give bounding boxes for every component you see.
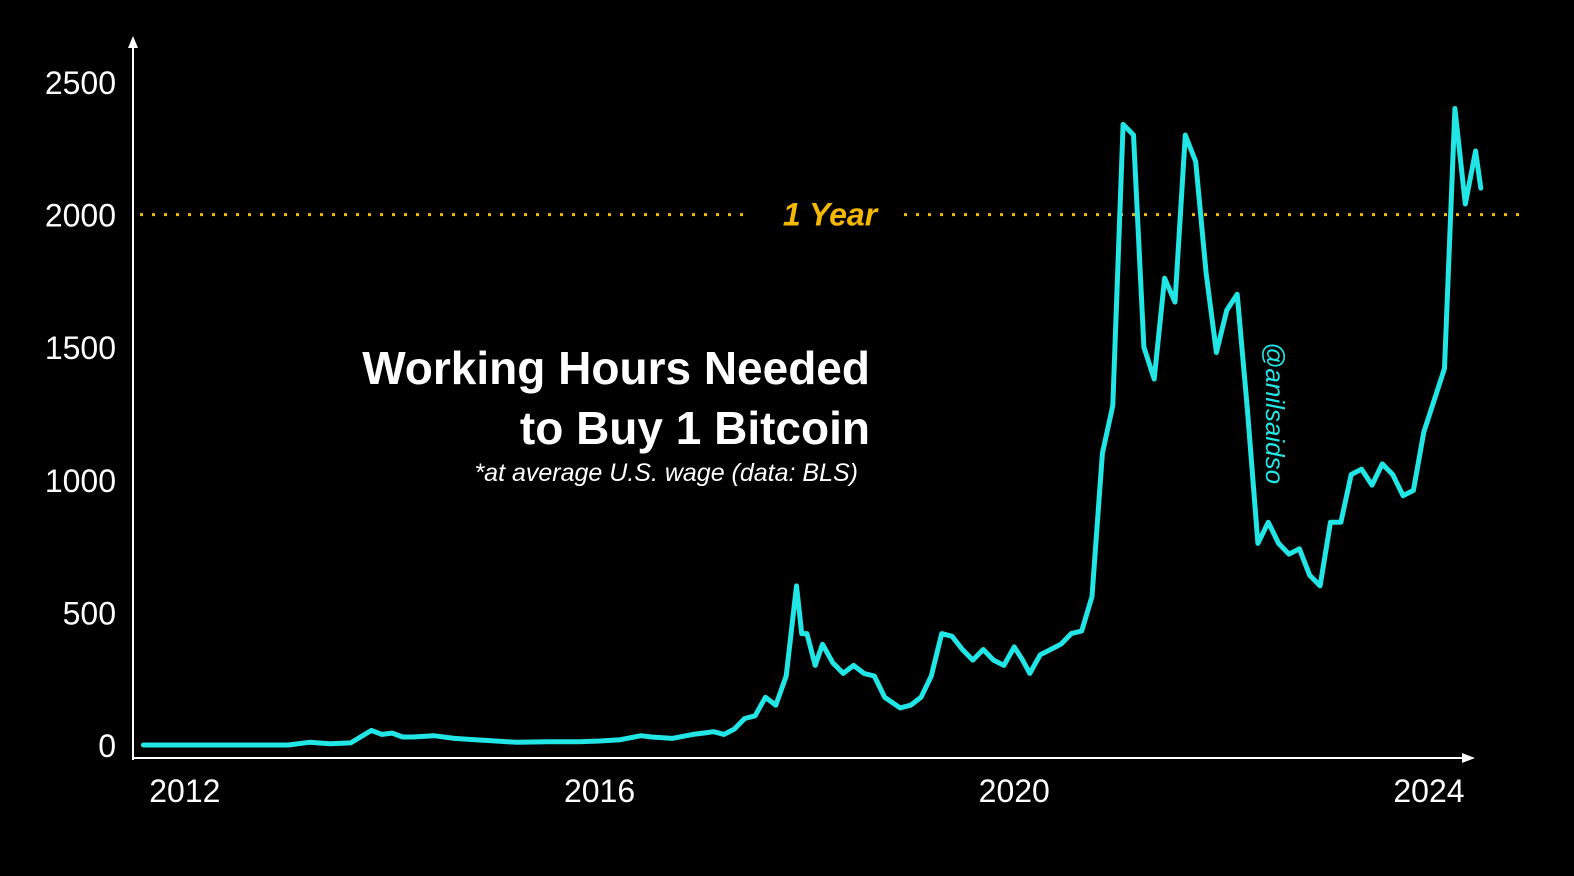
- y-tick-label: 2500: [45, 65, 116, 101]
- series-line-working-hours: [140, 106, 1484, 748]
- x-tick-labels: 2012 2016 2020 2024: [149, 773, 1464, 809]
- axes: [128, 36, 1475, 763]
- y-tick-labels: 0 500 1000 1500 2000 2500: [45, 65, 116, 764]
- chart-title-line1: Working Hours Needed: [362, 342, 870, 394]
- y-tick-label: 500: [63, 595, 116, 631]
- x-axis-arrow: [1462, 753, 1475, 763]
- author-credit: @anilsaidso: [1260, 342, 1290, 484]
- y-tick-label: 2000: [45, 198, 116, 234]
- reference-line-label: 1 Year: [783, 197, 879, 233]
- x-tick-label: 2016: [564, 773, 635, 809]
- y-tick-label: 0: [98, 728, 116, 764]
- y-axis-arrow: [128, 36, 138, 48]
- reference-line-group: 1 Year: [140, 197, 1522, 233]
- chart-title-line2: to Buy 1 Bitcoin: [520, 402, 870, 454]
- x-tick-label: 2012: [149, 773, 220, 809]
- y-tick-label: 1000: [45, 463, 116, 499]
- x-tick-label: 2020: [979, 773, 1050, 809]
- y-tick-label: 1500: [45, 330, 116, 366]
- x-tick-label: 2024: [1393, 773, 1464, 809]
- chart-subtitle: *at average U.S. wage (data: BLS): [474, 459, 858, 487]
